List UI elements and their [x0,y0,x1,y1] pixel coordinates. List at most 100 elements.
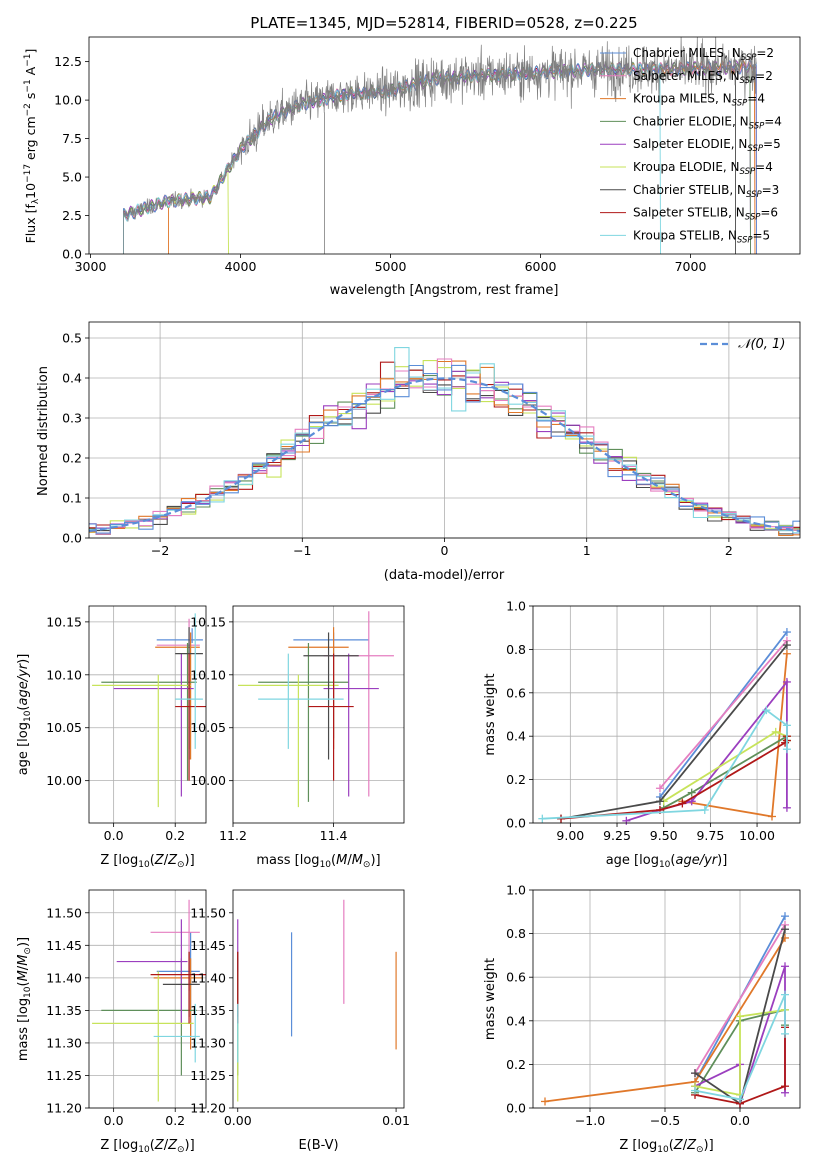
x-tick-label: 11.4 [320,828,348,843]
spectrum-model-line [168,60,756,254]
y-tick-label: 5.0 [62,170,82,185]
y-tick-label: 10.0 [54,93,82,108]
Z_vs_age-ylabel: age [log10(age/yr)] [16,654,33,776]
weight-marker [678,799,687,808]
weight-series-line [694,994,786,1101]
x-tick-label: 2 [725,543,733,558]
histogram-xlabel: (data-model)/error [384,568,505,583]
weight-series-line [659,640,788,789]
weight-marker [655,784,664,793]
weight-series-line [542,708,788,820]
legend-tail: =5 [763,137,781,151]
mass_vs_age-frame [232,605,405,824]
errorbar-point [175,613,203,749]
Z_vs_weight-axes: −1.0 −0.5 0.0 0.0 0.2 0.4 0.6 0.8 1.0 [506,883,800,1128]
legend-tail: =5 [753,228,771,242]
x-tick-label: −0.5 [650,1113,680,1128]
legend-tail: =2 [756,46,774,60]
weight-marker [781,962,789,971]
weight-series-line [663,730,788,803]
legend-subscript: SSP [740,76,756,86]
Z_vs_age-axes: 0.0 0.2 10.00 10.05 10.10 10.15 [46,606,206,843]
weight-marker [782,745,791,754]
weight-marker [771,727,780,736]
weight-series-line [694,924,786,1074]
histogram-ylabel: Normed distribution [36,366,51,496]
spectrum-legend: Chabrier MILES, NSSP=2 Salpeter MILES, NS… [600,46,782,245]
y-tick-label: 0.4 [62,371,82,386]
y-tick-label: 10.15 [46,614,82,629]
weight-marker [767,812,776,821]
weight-marker [691,1069,699,1078]
histogram-step-line [89,347,800,534]
Z_vs_weight-ylabel: mass weight [483,958,498,1040]
weight-marker [700,805,709,814]
y-tick-label: 11.35 [190,1003,226,1018]
legend-tail: =3 [762,183,780,197]
figure-title: PLATE=1345, MJD=52814, FIBERID=0528, z=0… [250,14,637,32]
weight-marker [781,912,789,921]
x-tick-label: 9.50 [650,828,678,843]
x-tick-label: 6000 [525,259,557,274]
weight-series-line [663,734,788,809]
x-tick-label: 9.75 [696,828,724,843]
legend-entry: Chabrier STELIB, NSSP=3 [633,183,779,200]
errorbar-point [153,958,203,1050]
errorbar-point [150,951,206,1024]
x-tick-label: 3000 [75,259,107,274]
x-tick-label: 0.0 [730,1113,750,1128]
errorbar-point [258,643,349,802]
weight-marker [781,1082,789,1091]
legend-subscript: SSP [737,235,753,245]
x-tick-label: −2 [151,543,169,558]
y-tick-label: 0.0 [62,531,82,546]
EBV_vs_mass-xlabel: E(B-V) [298,1138,338,1153]
y-tick-label: 11.45 [190,938,226,953]
y-tick-label: 0.5 [62,331,82,346]
spectrum-axes: 3000 4000 5000 6000 7000 0.0 2.5 5.0 7.5 10.0 12.5 [54,54,706,274]
x-tick-label: 11.2 [219,828,247,843]
weight-marker [782,641,791,650]
y-tick-label: 10.05 [190,720,226,735]
y-tick-label: 11.30 [190,1035,226,1050]
spectrum-model-line [123,60,757,254]
Z_vs_mass-xlabel: Z [log10(Z/Z⊙)] [100,1138,194,1155]
weight-marker [781,925,789,934]
y-tick-label: 0.3 [62,411,82,426]
x-tick-label: 10.00 [739,828,775,843]
y-tick-label: 10.10 [46,667,82,682]
legend-tail: =2 [755,69,773,83]
legend-subscript: SSP [746,190,762,200]
y-tick-label: 0.1 [62,491,82,506]
y-tick-label: 2.5 [62,208,82,223]
weight-marker [782,677,791,686]
y-tick-label: 11.25 [46,1068,82,1083]
y-tick-label: 11.35 [46,1003,82,1018]
spectrum-model-line [123,59,757,254]
y-tick-label: 0.2 [62,451,82,466]
EBV_vs_mass-axes: 0.00 0.01 11.20 11.25 11.30 11.35 11.40 11.45 11… [190,905,410,1128]
x-tick-label: 0.0 [104,828,124,843]
errorbar-point [155,632,200,760]
y-tick-label: 11.45 [46,938,82,953]
spectrum-data-line [123,37,757,254]
legend-tail: =4 [755,160,773,174]
x-tick-label: −1 [293,543,311,558]
errorbar-point [116,919,188,1024]
x-tick-label: 7000 [675,259,707,274]
spectrum-model-line [123,59,757,254]
weight-marker [691,1086,699,1095]
weight-marker [538,814,547,823]
legend-subscript: SSP [747,144,763,154]
age_vs_weight-xlabel: age [log10(age/yr)] [606,853,728,870]
y-tick-label: 0.8 [506,642,526,657]
y-tick-label: 0.4 [506,1013,526,1028]
mass_vs_age-axes: 11.2 11.4 10.00 10.05 10.10 10.15 [190,606,404,843]
legend-entry: Salpeter MILES, NSSP=2 [633,69,773,86]
weight-marker [781,990,789,999]
errorbar-point [323,653,379,797]
Z_vs_age-frame [88,605,207,824]
x-tick-label: −1.0 [575,1113,605,1128]
y-tick-label: 0.2 [506,1057,526,1072]
weight-marker [736,1012,744,1021]
